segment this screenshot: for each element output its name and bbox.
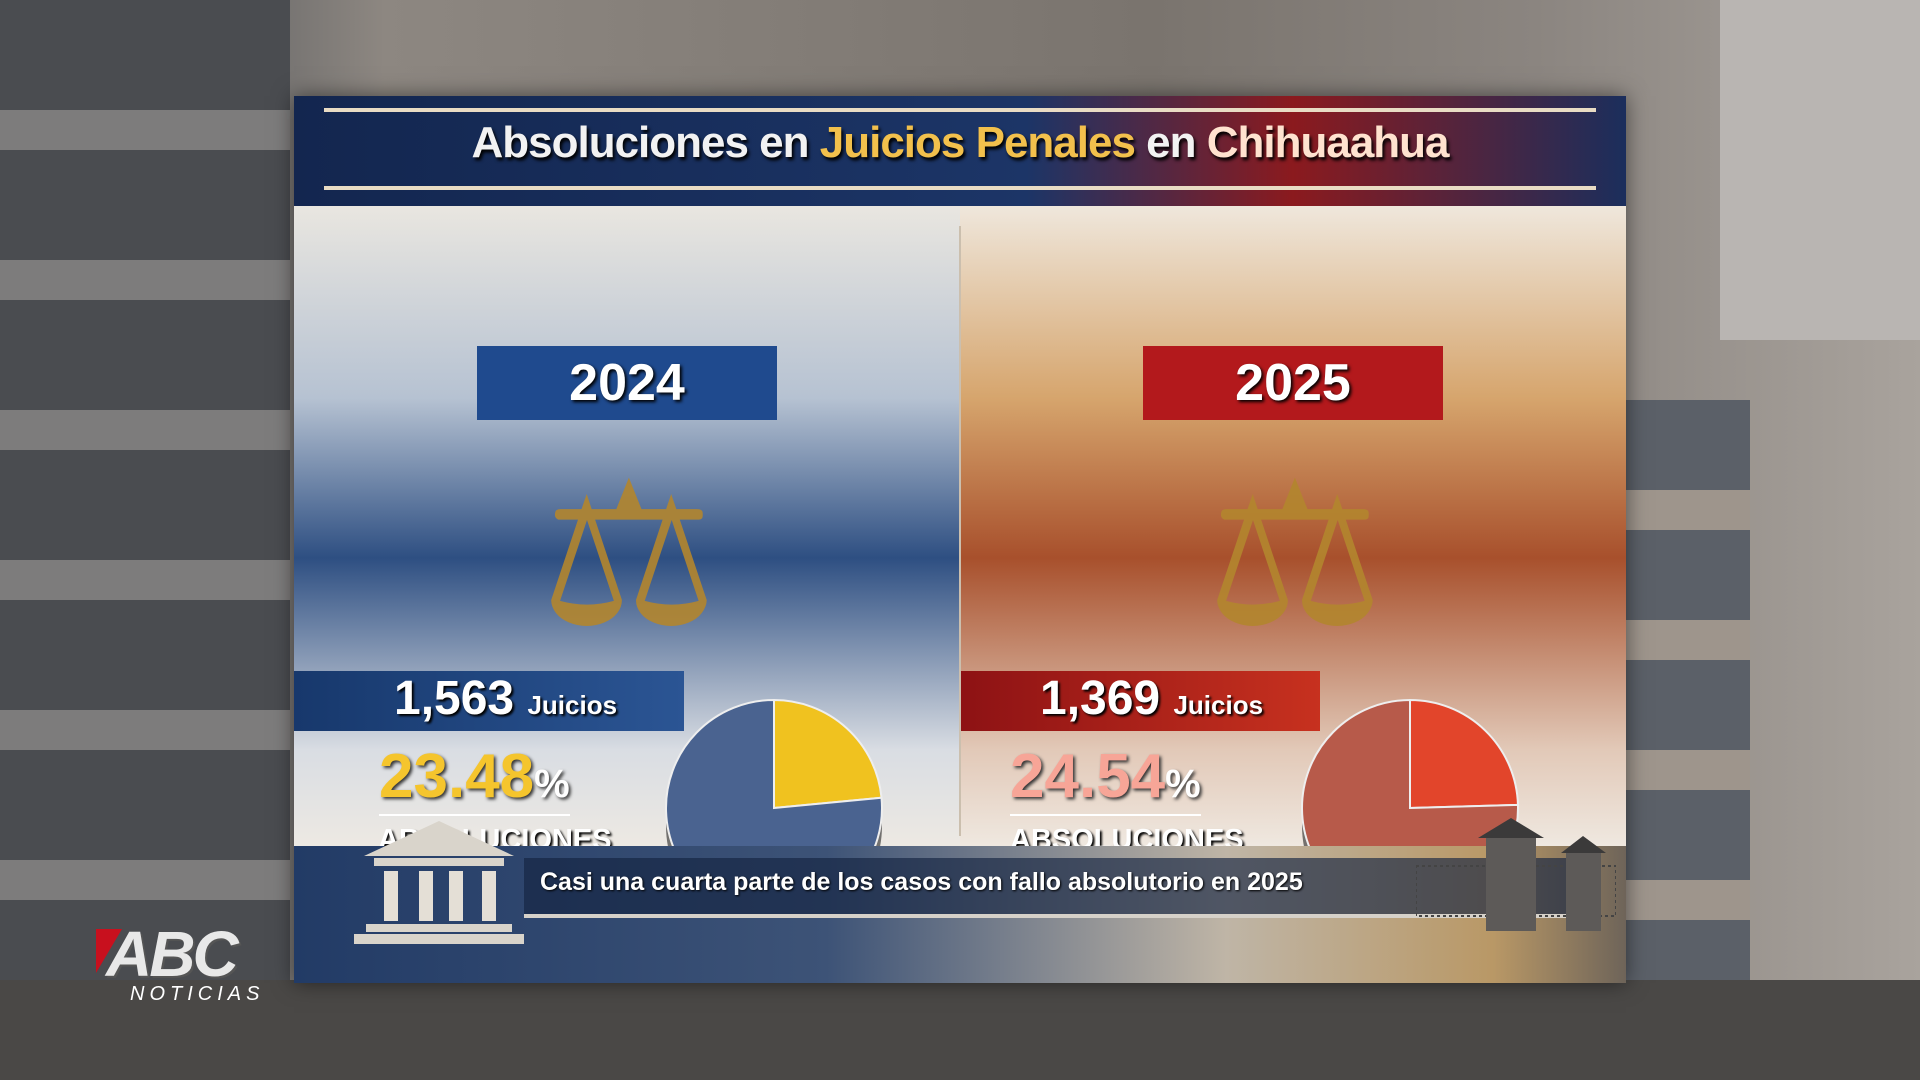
trials-label: Juicios — [527, 690, 618, 720]
panel-divider — [959, 226, 961, 836]
scales-and-gavel-icon: ⚖ — [539, 439, 719, 672]
infographic-card: Absoluciones en Juicios Penales en Chihu… — [294, 96, 1626, 983]
title-part: en — [1134, 118, 1207, 167]
caption-strip: Casi una cuarta parte de los casos con f… — [294, 818, 1626, 983]
lady-justice-icon: ⚖ — [1205, 439, 1385, 672]
trials-number: 1,563 — [394, 672, 515, 725]
courthouse-icon — [354, 821, 524, 944]
title-highlight: Juicios Penales — [819, 118, 1136, 167]
year-ribbon: 2024 — [437, 346, 817, 428]
pie-slice-acquittals — [1409, 698, 1519, 810]
trials-count: 1,563 Juicios — [294, 671, 684, 731]
logo-sub-text: NOTICIAS — [130, 983, 265, 1005]
trials-number: 1,369 — [1040, 672, 1161, 725]
percent-value: 24.54 — [1010, 742, 1166, 811]
panel-2025: 2025 ⚖ 1,369 Juicios 24.54% ABSOLUCIONES — [960, 206, 1626, 934]
background-sky — [1720, 0, 1920, 340]
background-ground — [0, 980, 1920, 1080]
title-place: Chihuaahua — [1206, 118, 1450, 167]
title-rule-top — [324, 108, 1596, 112]
trials-label: Juicios — [1173, 690, 1264, 720]
title-rule-bottom — [324, 186, 1596, 190]
percent-value: 23.48 — [379, 742, 535, 811]
year-ribbon: 2025 — [1103, 346, 1483, 428]
title-part: Absoluciones en — [471, 118, 820, 167]
caption-text: Casi una cuarta parte de los casos con f… — [540, 868, 1303, 896]
pie-slice-acquittals — [773, 698, 883, 810]
infographic-title: Absoluciones en Juicios Penales en Chihu… — [294, 118, 1626, 168]
acquittal-percent: 24.54% — [1010, 741, 1201, 816]
logo-main-text: ABC — [106, 918, 239, 990]
panel-2024: 2024 ⚖ 1,563 Juicios 23.48% ABSOLUCIONES — [294, 206, 960, 934]
percent-sign: % — [1165, 762, 1201, 806]
background-building-right — [1620, 400, 1750, 1000]
caption-bar — [524, 858, 1586, 918]
prison-tower-icon — [1416, 818, 1616, 931]
title-banner: Absoluciones en Juicios Penales en Chihu… — [294, 96, 1626, 206]
abc-noticias-logo: ABC NOTICIAS — [96, 918, 316, 1010]
trials-count: 1,369 Juicios — [960, 671, 1320, 731]
acquittal-percent: 23.48% — [379, 741, 570, 816]
percent-sign: % — [534, 762, 570, 806]
background-building-left — [0, 0, 290, 1080]
